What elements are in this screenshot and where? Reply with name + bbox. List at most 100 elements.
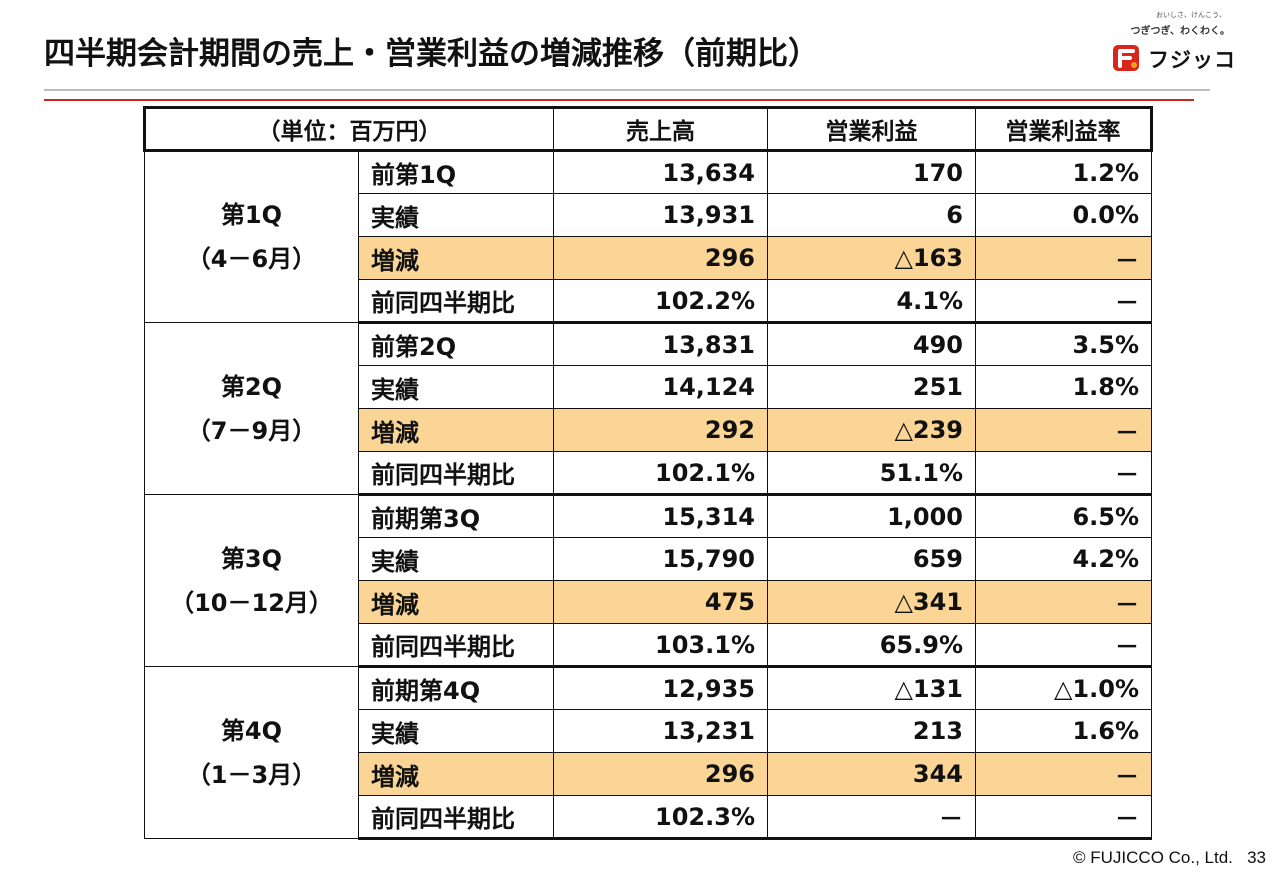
op-profit-cell: △163 [767,236,976,280]
sales-cell: 14,124 [553,365,768,409]
sales-cell: 102.2% [553,279,768,324]
op-margin-cell: － [975,279,1152,324]
sales-header: 売上高 [553,106,768,152]
table-row: 増減 296 △163 － [145,236,1152,280]
op-margin-cell: － [975,451,1152,496]
op-profit-cell: 51.1% [767,451,976,496]
op-profit-cell: 251 [767,365,976,409]
quarter-range: （4－6月） [186,245,317,273]
op-profit-cell: 344 [767,752,976,796]
op-margin-cell: △1.0% [975,666,1152,710]
row-label: 増減 [358,236,554,280]
title-divider-gray [44,89,1210,91]
op-profit-cell: △131 [767,666,976,710]
company-logo: おいしさ、けんこう、 つぎつぎ、わくわく。 フジッコ [1108,6,1236,72]
sales-cell: 103.1% [553,623,768,668]
op-profit-cell: △341 [767,580,976,624]
row-label: 前第1Q [358,150,554,194]
quarter-label: 第2Q （7－9月） [144,322,359,495]
quarter-range: （7－9月） [186,416,317,445]
quarter-range: （10－12月） [170,588,333,617]
row-label: 前同四半期比 [358,795,554,840]
quarterly-results-table: （単位：百万円） 売上高 営業利益 営業利益率 第1Q （4－6月） 前第1Q 13,… [143,106,1153,840]
sales-cell: 13,831 [553,322,768,366]
page-number: 33 [1247,848,1266,867]
table-row: 前同四半期比 102.1% 51.1% － [145,451,1152,496]
table-row: 第2Q （7－9月） 前第2Q 13,831 490 3.5% [144,322,1152,495]
table-row: 増減 296 344 － [145,752,1152,796]
row-label: 実績 [358,193,554,237]
table-row: 前同四半期比 102.2% 4.1% － [145,279,1152,324]
op-margin-cell: － [975,408,1152,452]
logo-brand-name: フジッコ [1148,48,1236,72]
op-margin-cell: 1.6% [975,709,1152,753]
sales-cell: 296 [553,236,768,280]
op-profit-cell: 659 [767,537,976,581]
op-margin-cell: － [975,623,1152,668]
table-row: 前同四半期比 102.3% －－ [145,795,1152,840]
fujicco-logo-mark-icon [1113,45,1139,71]
op-profit-cell: 6 [767,193,976,237]
op-profit-cell: 1,000 [767,494,976,538]
table-row: 第1Q （4－6月） 前第1Q 13,634 170 1.2% [144,150,1152,323]
table-row: 増減 475 △341 － [145,580,1152,624]
table-body: 第1Q （4－6月） 前第1Q 13,634 170 1.2% 実績 13,931 6 0.0% 増… [144,150,1152,840]
row-label: 前同四半期比 [358,279,554,324]
logo-tagline: つぎつぎ、わくわく。 [1130,26,1231,37]
table-row: 実績 13,931 6 0.0% [145,193,1152,237]
row-label: 前第2Q [358,322,554,366]
unit-header: （単位：百万円） [143,106,554,152]
row-label: 増減 [358,752,554,796]
row-label: 増減 [358,580,554,624]
sales-cell: 102.3% [553,795,768,840]
op-profit-cell: △239 [767,408,976,452]
table-row: 実績 13,231 213 1.6% [145,709,1152,753]
row-label: 前期第4Q [358,666,554,710]
sales-cell: 296 [553,752,768,796]
row-label: 実績 [358,709,554,753]
table-row: 第4Q （1－3月） 前期第4Q 12,935 △131 △1.0% [144,666,1152,839]
quarter-name: 第4Q [220,716,283,745]
logo-tagline-small: おいしさ、けんこう、 [1156,11,1226,19]
sales-cell: 292 [553,408,768,452]
sales-cell: 13,634 [553,150,768,194]
sales-cell: 13,931 [553,193,768,237]
quarter-name: 第3Q [220,544,283,573]
table-header-row: （単位：百万円） 売上高 営業利益 営業利益率 [143,106,1153,152]
op-margin-cell: 1.8% [975,365,1152,409]
quarter-name: 第1Q [220,201,283,229]
op-margin-cell: 4.2% [975,537,1152,581]
op-profit-cell: 490 [767,322,976,366]
table-row: 増減 292 △239 － [145,408,1152,452]
op-margin-cell: － [975,580,1152,624]
sales-cell: 15,314 [553,494,768,538]
sales-cell: 15,790 [553,537,768,581]
op-margin-cell: 0.0% [975,193,1152,237]
sales-cell: 475 [553,580,768,624]
table-row: 実績 15,790 659 4.2% [145,537,1152,581]
footer: © FUJICCO Co., Ltd. 33 [1073,848,1266,868]
copyright-text: © FUJICCO Co., Ltd. [1073,848,1233,867]
quarter-label: 第3Q （10－12月） [144,494,359,667]
row-label: 前同四半期比 [358,623,554,668]
sales-cell: 102.1% [553,451,768,496]
row-label: 増減 [358,408,554,452]
op-margin-cell: 3.5% [975,322,1152,366]
quarter-label: 第1Q （4－6月） [144,150,359,323]
op-profit-cell: 170 [767,150,976,194]
title-divider-red [44,99,1194,101]
op-profit-cell: 213 [767,709,976,753]
quarter-name: 第2Q [220,372,283,401]
quarter-label: 第4Q （1－3月） [144,666,359,839]
op-margin-cell: － [975,752,1152,796]
page-title: 四半期会計期間の売上・営業利益の増減推移（前期比） [44,36,819,72]
row-label: 実績 [358,537,554,581]
op-margin-cell: 6.5% [975,494,1152,538]
op-profit-cell: － [767,795,976,840]
op-profit-cell: 4.1% [767,279,976,324]
row-label: 実績 [358,365,554,409]
row-label: 前同四半期比 [358,451,554,496]
quarter-range: （1－3月） [186,760,317,789]
op-margin-cell: 1.2% [975,150,1152,194]
op-profit-cell: 65.9% [767,623,976,668]
